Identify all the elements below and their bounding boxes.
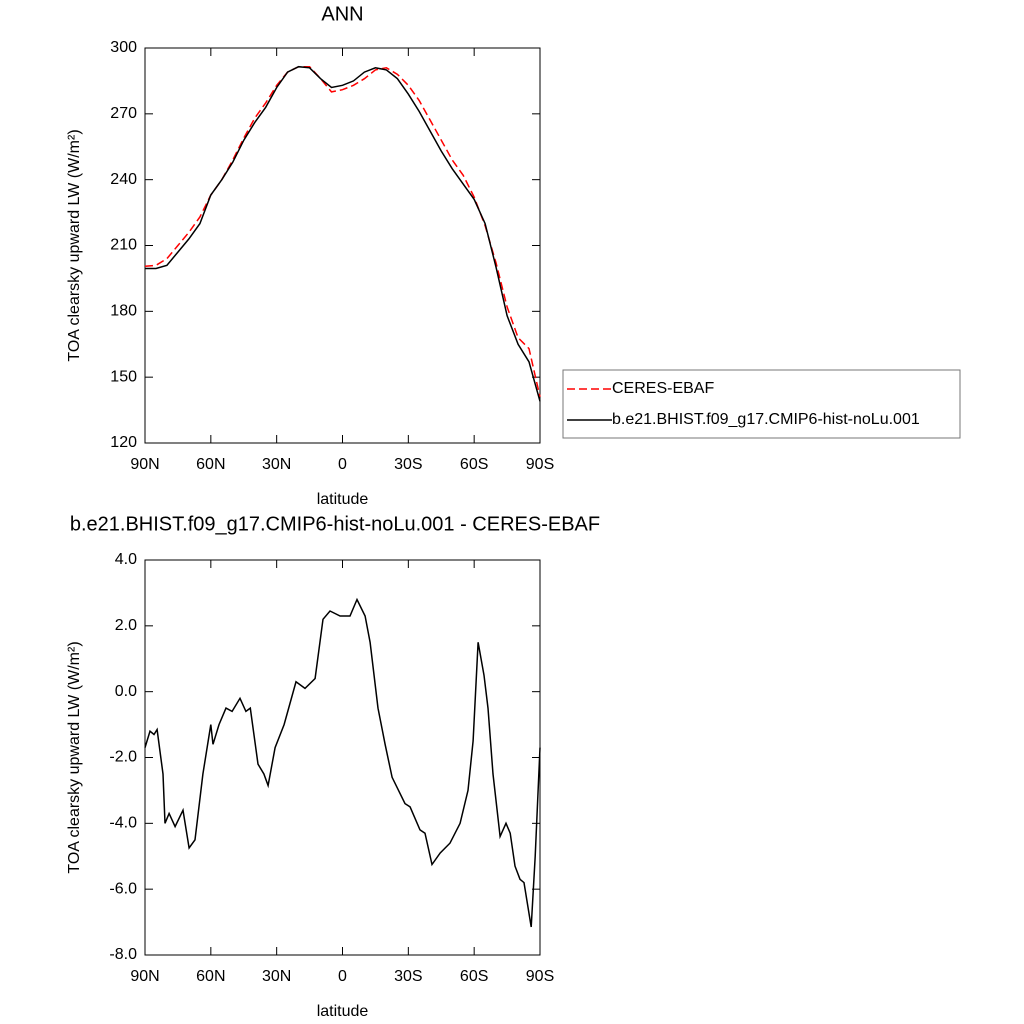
- x-tick-label: 30N: [262, 968, 291, 985]
- y-tick-label: 150: [110, 368, 137, 385]
- x-tick-label: 60S: [460, 456, 488, 473]
- y-tick-label: 270: [110, 105, 137, 122]
- y-tick-label: 210: [110, 237, 137, 254]
- x-axis-label: latitude: [317, 1003, 369, 1020]
- y-tick-label: 180: [110, 303, 137, 320]
- y-tick-label: 120: [110, 434, 137, 451]
- x-tick-label: 90N: [130, 968, 159, 985]
- x-tick-label: 30S: [394, 456, 422, 473]
- x-tick-label: 0: [338, 456, 347, 473]
- data-line: [144, 65, 541, 398]
- x-tick-label: 60N: [196, 456, 225, 473]
- legend-box: [562, 369, 961, 439]
- y-tick-label: -8.0: [109, 946, 137, 963]
- chart-title: ANN: [321, 3, 363, 25]
- x-tick-label: 30N: [262, 456, 291, 473]
- x-tick-label: 30S: [394, 968, 422, 985]
- legend-label: b.e21.BHIST.f09_g17.CMIP6-hist-noLu.001: [612, 411, 920, 428]
- x-tick-label: 90N: [130, 456, 159, 473]
- y-tick-label: 4.0: [115, 551, 137, 568]
- y-tick-label: -6.0: [109, 880, 137, 897]
- x-tick-label: 90S: [526, 456, 554, 473]
- x-tick-label: 0: [338, 968, 347, 985]
- y-tick-label: 300: [110, 39, 137, 56]
- y-tick-label: 0.0: [115, 683, 137, 700]
- plot-frame: [144, 559, 541, 956]
- x-tick-label: 60N: [196, 968, 225, 985]
- y-axis-label: TOA clearsky upward LW (W/m²): [66, 129, 83, 361]
- x-tick-label: 90S: [526, 968, 554, 985]
- data-line: [145, 65, 541, 402]
- plot-frame: [144, 47, 541, 444]
- chart-title: b.e21.BHIST.f09_g17.CMIP6-hist-noLu.001 …: [70, 513, 600, 535]
- y-tick-label: -4.0: [109, 815, 137, 832]
- y-axis-label: TOA clearsky upward LW (W/m²): [66, 641, 83, 873]
- x-axis-label: latitude: [317, 491, 369, 508]
- y-tick-label: 2.0: [115, 617, 137, 634]
- data-line: [144, 597, 541, 928]
- legend-label: CERES-EBAF: [612, 380, 714, 397]
- x-tick-label: 60S: [460, 968, 488, 985]
- y-tick-label: 240: [110, 171, 137, 188]
- y-tick-label: -2.0: [109, 749, 137, 766]
